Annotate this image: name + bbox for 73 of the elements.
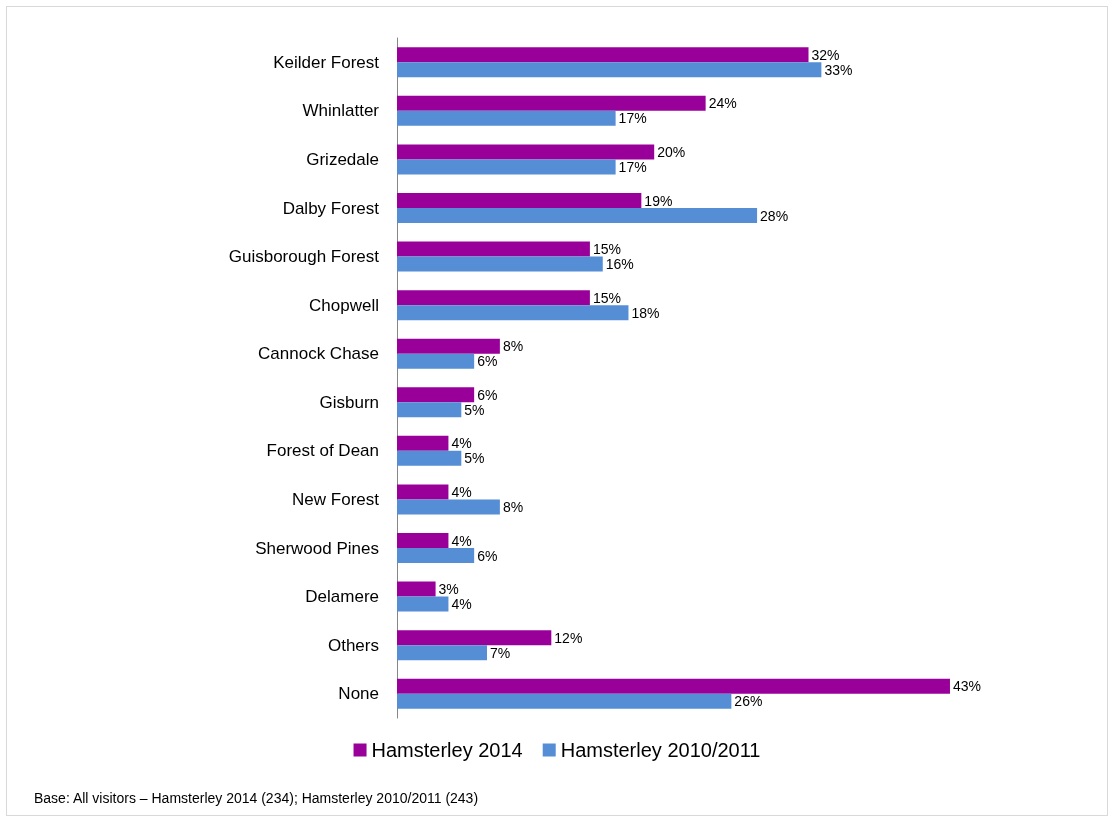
bar — [397, 499, 500, 515]
y-tick-label: Whinlatter — [302, 101, 380, 121]
bar — [397, 353, 475, 369]
data-label: 8% — [502, 338, 524, 355]
data-label: 16% — [605, 256, 634, 273]
y-tick-label: Forest of Dean — [266, 441, 379, 461]
data-label: 4% — [451, 483, 472, 500]
bar — [397, 47, 809, 63]
y-tick-label: Cannock Chase — [258, 344, 379, 364]
bar — [397, 548, 475, 563]
bar — [397, 95, 706, 111]
data-label: 3% — [438, 581, 459, 598]
y-tick-label: None — [338, 684, 379, 704]
bar — [397, 678, 950, 694]
bar — [397, 305, 629, 321]
data-label: 28% — [760, 207, 789, 224]
bar — [397, 256, 603, 272]
bar — [397, 290, 590, 306]
data-label: 17% — [618, 110, 647, 127]
bar — [397, 159, 616, 175]
data-label: 32% — [811, 46, 840, 63]
data-label: 19% — [644, 192, 673, 209]
bar — [397, 241, 590, 257]
bar — [397, 338, 500, 354]
y-tick-label: Grizedale — [306, 149, 379, 169]
bar — [397, 402, 462, 418]
bar — [397, 581, 436, 597]
data-label: 5% — [464, 450, 485, 467]
data-label: 7% — [490, 644, 511, 661]
legend-label: Hamsterley 2010/2011 — [560, 739, 761, 761]
data-label: 4% — [451, 435, 472, 452]
y-tick-label: Gisburn — [319, 392, 379, 412]
bar — [397, 596, 449, 612]
data-label: 15% — [592, 241, 621, 258]
legend-label: Hamsterley 2014 — [371, 739, 523, 761]
bar — [397, 645, 488, 661]
data-label: 18% — [631, 304, 660, 321]
bar — [397, 387, 475, 403]
text: Base: All visitors – Hamsterley 2014 (234); Hamsterley 2010/2011 (243) — [34, 790, 479, 806]
bar — [397, 450, 462, 466]
data-label: 15% — [592, 289, 621, 306]
y-tick-label: Guisborough Forest — [228, 247, 380, 267]
y-tick-label: Others — [327, 635, 379, 655]
data-label: 8% — [502, 498, 524, 515]
data-label: 6% — [477, 386, 498, 403]
bar — [397, 62, 822, 78]
data-label: 20% — [657, 143, 686, 160]
bar — [397, 110, 616, 126]
data-label: 5% — [464, 401, 485, 418]
data-label: 24% — [708, 95, 737, 112]
bar — [397, 533, 449, 548]
bar — [397, 193, 642, 208]
bar — [397, 144, 655, 160]
data-label: 43% — [952, 678, 982, 695]
data-label: 17% — [618, 158, 647, 175]
y-tick-label: Keilder Forest — [273, 52, 380, 72]
data-label: 33% — [824, 61, 853, 78]
data-label: 6% — [477, 547, 498, 564]
data-label: 26% — [734, 693, 763, 710]
y-tick-label: Delamere — [305, 587, 379, 607]
bar — [397, 484, 449, 500]
bar — [397, 208, 758, 223]
y-tick-label: Chopwell — [309, 295, 379, 315]
data-label: 6% — [477, 353, 498, 370]
bar — [397, 630, 552, 646]
y-tick-label: Dalby Forest — [282, 198, 380, 218]
data-label: 4% — [451, 596, 472, 613]
bar — [397, 435, 449, 451]
data-label: 12% — [554, 629, 583, 646]
bar — [397, 693, 732, 709]
data-label: 4% — [451, 532, 472, 549]
y-tick-label: New Forest — [292, 489, 380, 509]
y-tick-label: Sherwood Pines — [255, 538, 379, 558]
